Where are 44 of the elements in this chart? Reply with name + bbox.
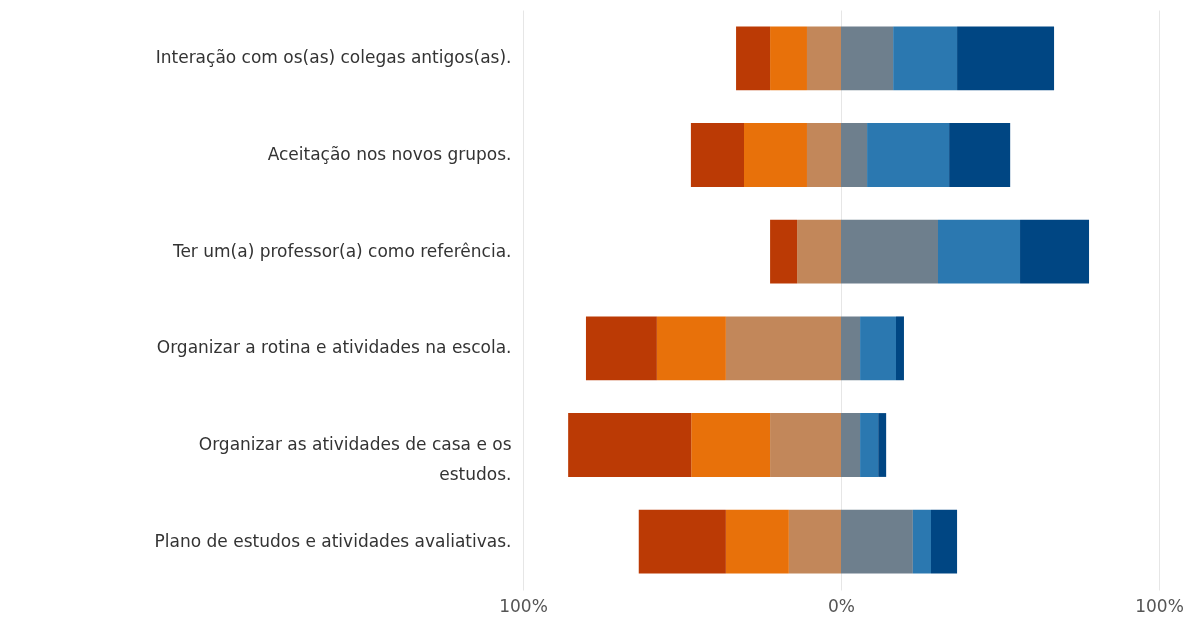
bar — [725, 316, 841, 381]
bar — [770, 26, 807, 91]
bar — [937, 219, 1021, 284]
x-tick-label: 100% — [1135, 595, 1184, 616]
bar — [841, 509, 913, 574]
bar — [690, 123, 745, 187]
bar — [896, 316, 904, 381]
y-tick-label: Interação com os(as) colegas antigos(as). — [155, 47, 512, 68]
bar — [893, 26, 958, 91]
bar — [797, 219, 841, 284]
x-tick-label: 0% — [828, 595, 855, 616]
bar — [841, 316, 861, 381]
bar — [860, 413, 879, 477]
bar — [656, 316, 726, 381]
bar — [841, 413, 861, 477]
bar — [878, 413, 887, 477]
bar — [736, 26, 771, 91]
bar — [957, 26, 1055, 91]
bar — [788, 509, 841, 574]
bar — [841, 219, 938, 284]
bar — [585, 316, 657, 381]
x-tick-label: 100% — [499, 595, 548, 616]
bar — [867, 123, 950, 187]
y-tick-label: Organizar as atividades de casa e os estudos. — [198, 434, 512, 484]
bar — [770, 413, 841, 477]
bar — [806, 26, 841, 91]
bar — [841, 26, 894, 91]
bar — [770, 219, 798, 284]
y-tick-label: Organizar a rotina e atividades na escola. — [156, 337, 512, 358]
bar — [841, 123, 868, 187]
bar — [930, 509, 958, 574]
bar — [949, 123, 1011, 187]
bar — [1020, 219, 1090, 284]
y-tick-label: Plano de estudos e atividades avaliativas. — [154, 530, 512, 551]
bar — [568, 413, 692, 477]
bar — [860, 316, 897, 381]
bar — [912, 509, 931, 574]
bar — [806, 123, 841, 187]
bar — [638, 509, 726, 574]
y-tick-label: Aceitação nos novos grupos. — [267, 144, 512, 164]
y-tick-label: Ter um(a) professor(a) como referência. — [171, 240, 512, 261]
bar — [725, 509, 789, 574]
bar — [744, 123, 807, 187]
bar — [691, 413, 771, 477]
